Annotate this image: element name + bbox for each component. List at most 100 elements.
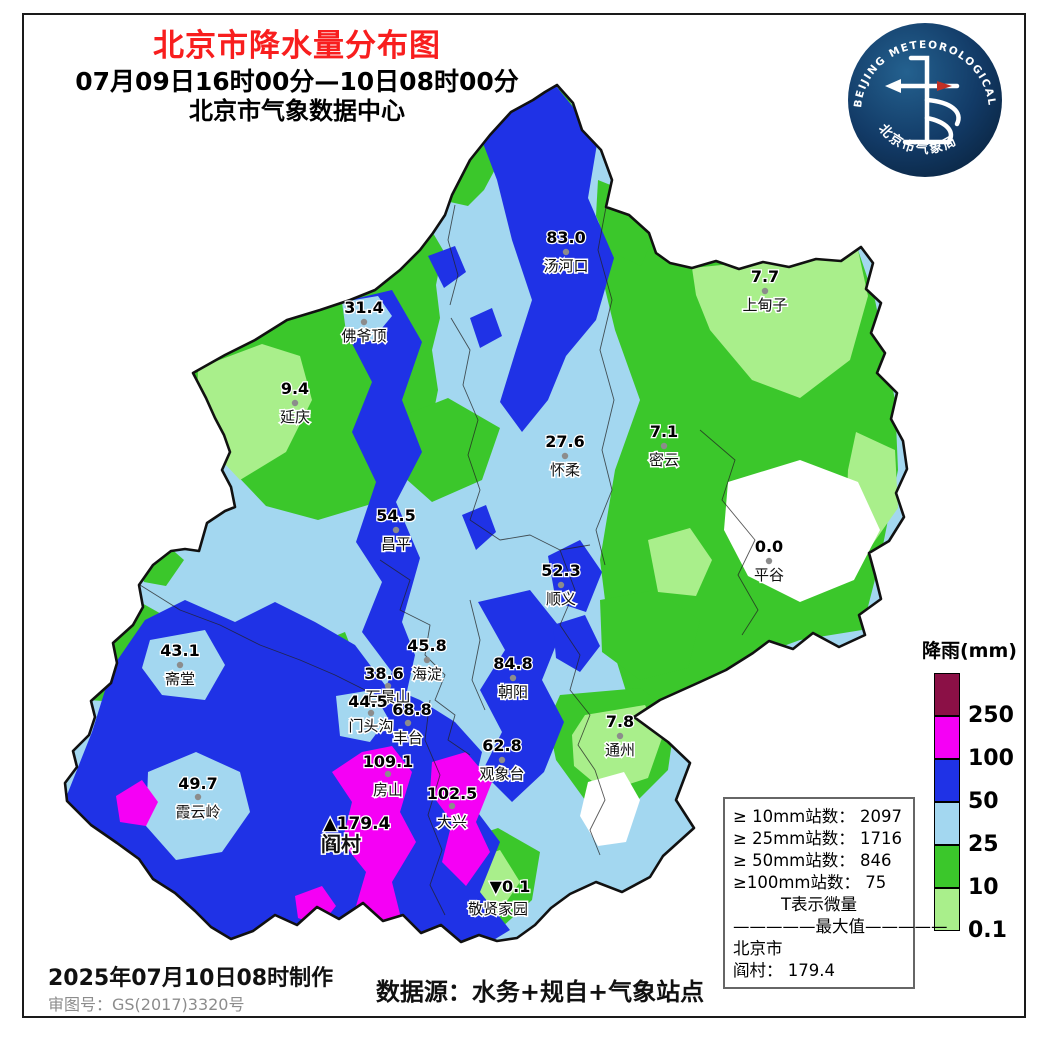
- legend-row: 250: [934, 673, 1014, 728]
- station-value: 43.1: [160, 641, 199, 660]
- station-value: 9.4: [281, 379, 309, 398]
- station-shunyi: 52.3 顺义: [540, 560, 582, 610]
- station-tongzhou: 7.8 通州: [603, 711, 636, 761]
- station-value: 83.0: [546, 228, 585, 247]
- station-dot: [761, 287, 769, 295]
- data-source: 数据源：水务+规自+气象站点: [375, 978, 705, 1006]
- station-dot: [660, 442, 668, 450]
- station-changping: 54.5 昌平: [375, 505, 417, 555]
- station-name: 通州: [605, 741, 635, 759]
- district-borders: [139, 204, 759, 916]
- station-dot: [360, 318, 368, 326]
- station-value: 109.1: [363, 752, 414, 771]
- legend-row: 0.1: [934, 888, 1007, 943]
- station-value: 7.1: [650, 422, 678, 441]
- bms-logo: BEIJING METEOROLOGICAL SERVICE 北京市气象局: [845, 20, 1002, 177]
- legend-swatch-250plus: [934, 673, 960, 716]
- station-dot: [509, 674, 517, 682]
- station-name: 大兴: [437, 813, 467, 831]
- legend-label: 25: [968, 832, 999, 857]
- station-jingxianjiayuan: ▼0.1 敬贤家园: [466, 876, 531, 920]
- station-dot: [291, 399, 299, 407]
- made-time: 2025年07月10日08时制作: [48, 966, 334, 991]
- station-fangshan: 109.1 房山: [361, 751, 414, 801]
- legend-row: 10: [934, 845, 999, 900]
- title-block: 北京市降水量分布图 07月09日16时00分—10日08时00分 北京市气象数据…: [37, 28, 557, 125]
- station-dot: [557, 581, 565, 589]
- legend-row: 100: [934, 716, 1014, 771]
- legend-label: 10: [968, 875, 999, 900]
- stations-layer: 83.0 汤河口 7.7 上甸子 31.4 佛爷顶 9.4 延庆 27.6: [159, 227, 789, 920]
- station-shangdianzi: 7.7 上甸子: [741, 266, 789, 316]
- station-name: 昌平: [381, 535, 411, 553]
- station-value: 27.6: [545, 432, 584, 451]
- station-value: 0.0: [755, 537, 783, 556]
- station-shijingshan: 38.6 石景山: [363, 663, 412, 708]
- station-dot: [392, 526, 400, 534]
- station-dot: [176, 661, 184, 669]
- station-value: 31.4: [344, 298, 383, 317]
- station-name: 海淀: [412, 665, 442, 683]
- station-yancun-max: ▲179.4 阎村: [320, 813, 392, 858]
- station-daxing: 102.5 大兴: [425, 783, 478, 833]
- station-dot: [498, 756, 506, 764]
- white-regions: [580, 460, 880, 846]
- station-fengtai: 68.8 丰台: [391, 699, 433, 749]
- magenta-regions: [116, 746, 492, 936]
- legend-swatch-01-10: [934, 888, 960, 931]
- stat-row: ≥ 10mm站数： 2097: [733, 807, 902, 826]
- legend-row: 50: [934, 759, 999, 814]
- station-value: 68.8: [392, 700, 431, 719]
- station-dot: [423, 656, 431, 664]
- station-dot: [561, 452, 569, 460]
- page-title: 北京市降水量分布图: [153, 28, 441, 64]
- station-name: 佛爷顶: [341, 327, 386, 345]
- station-dot: [384, 770, 392, 778]
- station-stats-box: ≥ 10mm站数： 2097 ≥ 25mm站数： 1716 ≥ 50mm站数： …: [723, 797, 948, 989]
- station-dot: [562, 248, 570, 256]
- legend-swatch-10-25: [934, 845, 960, 888]
- station-haidian: 45.8 海淀: [406, 635, 448, 685]
- station-name: 敬贤家园: [468, 900, 528, 918]
- station-guanxiangtai: 62.8 观象台: [478, 735, 526, 785]
- station-name: 平谷: [754, 566, 784, 584]
- station-name: 汤河口: [543, 257, 588, 275]
- legend-swatch-50-100: [934, 759, 960, 802]
- station-name: 朝阳: [498, 683, 528, 701]
- station-name: 门头沟: [348, 717, 393, 735]
- legend-label: 250: [968, 703, 1014, 728]
- station-value: 52.3: [541, 561, 580, 580]
- station-value: ▼0.1: [490, 877, 531, 896]
- station-value: 7.8: [606, 712, 634, 731]
- station-name: 石景山: [365, 688, 410, 706]
- logo-arrowhead: [885, 79, 901, 93]
- station-value: 102.5: [427, 784, 478, 803]
- map-license-number: 审图号：GS(2017)3320号: [48, 995, 245, 1014]
- stat-row: ≥ 25mm站数： 1716: [733, 829, 902, 848]
- station-pinggu: 0.0 平谷: [752, 536, 785, 586]
- station-name: 延庆: [280, 408, 310, 426]
- legend-row: 25: [934, 802, 999, 857]
- max-value-line: 阎村： 179.4: [733, 961, 835, 980]
- max-divider: —————最大值—————: [733, 917, 948, 936]
- station-name: 房山: [373, 781, 403, 799]
- station-value: 84.8: [493, 654, 532, 673]
- station-dot: [367, 709, 375, 717]
- station-xiayunling: 49.7 霞云岭: [174, 773, 222, 823]
- station-dot: [404, 719, 412, 727]
- max-region: 北京市: [733, 939, 783, 958]
- station-name: 上甸子: [742, 296, 787, 314]
- station-name: 密云: [649, 451, 679, 469]
- station-dot: [616, 732, 624, 740]
- stat-row: ≥ 50mm站数： 846: [733, 851, 892, 870]
- station-value: 49.7: [178, 774, 217, 793]
- station-chaoyang: 84.8 朝阳: [492, 653, 534, 703]
- station-value: 44.5: [348, 692, 387, 711]
- lightblue-pockets: [142, 296, 392, 860]
- station-name: 霞云岭: [175, 803, 220, 821]
- station-dot: [194, 793, 202, 801]
- station-dot: [384, 682, 392, 690]
- station-name: 怀柔: [550, 461, 580, 479]
- station-value: 38.6: [364, 664, 403, 683]
